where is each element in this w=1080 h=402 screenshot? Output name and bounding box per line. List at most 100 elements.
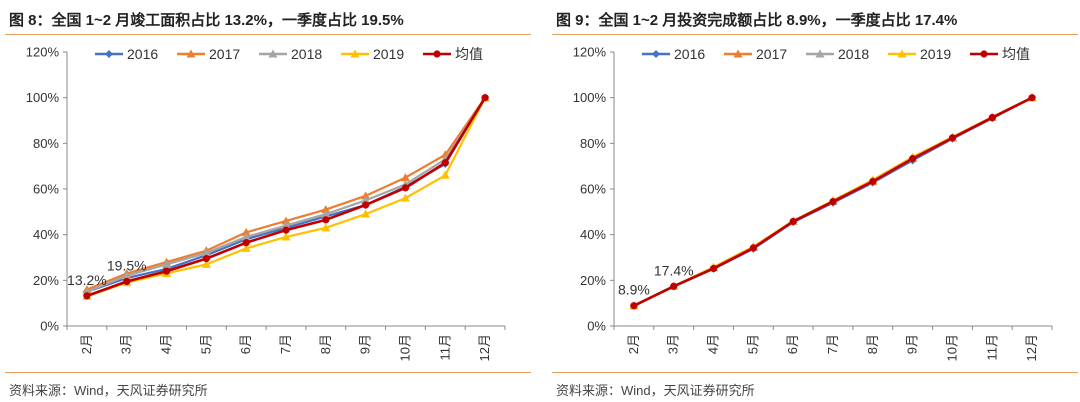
data-point xyxy=(201,259,211,268)
legend-label: 2017 xyxy=(209,46,240,62)
data-point xyxy=(241,232,251,241)
chart-panel-right: 图 9：全国 1~2 月投资完成额占比 8.9%，一季度占比 17.4% 0% 2… xyxy=(552,0,1080,402)
y-tick-label: 100% xyxy=(26,90,60,105)
x-tick-label: 6月 xyxy=(785,334,800,354)
legend-item: 2016 xyxy=(642,46,705,62)
line-chart-investment: 0% 20% 40% 60% 80% 100% 120% 2月 3月 4月 5月 6月 7月 8月 9月 10… xyxy=(573,45,1053,361)
data-point xyxy=(630,302,638,310)
legend-label: 2019 xyxy=(920,46,951,62)
source-note: 资料来源：Wind，天风证券研究所 xyxy=(9,383,208,398)
data-point xyxy=(362,201,370,209)
y-tick-label: 40% xyxy=(33,227,59,242)
data-point xyxy=(670,282,678,290)
data-point xyxy=(282,226,290,234)
x-tick-label: 2月 xyxy=(79,334,94,354)
legend-item: 2017 xyxy=(724,46,787,62)
data-point xyxy=(201,248,211,257)
data-point xyxy=(909,155,917,163)
x-tick-label: 3月 xyxy=(119,334,134,354)
legend-item: 2017 xyxy=(177,46,240,62)
legend-marker xyxy=(105,50,113,58)
legend-label: 2016 xyxy=(127,46,158,62)
x-tick-label: 6月 xyxy=(238,334,253,354)
legend-label: 均值 xyxy=(455,46,483,62)
data-point xyxy=(281,221,291,230)
data-point xyxy=(321,209,331,218)
legend-label: 2016 xyxy=(674,46,705,62)
data-point xyxy=(1028,94,1036,102)
legend: 2016 2017 2018 2019 均值 xyxy=(642,46,1030,62)
data-label: 8.9% xyxy=(618,282,650,298)
data-point xyxy=(749,244,757,252)
data-point xyxy=(321,205,331,214)
data-point xyxy=(441,159,449,167)
y-tick-label: 120% xyxy=(26,45,60,60)
legend-label: 2019 xyxy=(373,46,404,62)
x-tick-label: 4月 xyxy=(159,334,174,354)
legend-item: 均值 xyxy=(970,46,1030,62)
legend-marker xyxy=(733,49,743,58)
data-point xyxy=(869,177,877,186)
data-point xyxy=(321,223,331,232)
data-point xyxy=(401,184,410,192)
line-chart-completion: 0% 20% 40% 60% 80% 100% 120% 2月 3月 4月 5月 6月 7月 8月 9月 10… xyxy=(26,45,506,361)
data-point xyxy=(241,243,251,252)
x-tick-label: 11月 xyxy=(984,334,999,361)
y-tick-label: 20% xyxy=(580,273,606,288)
x-tick-label: 10月 xyxy=(397,334,412,361)
x-tick-label: 7月 xyxy=(825,334,840,354)
data-point xyxy=(123,277,131,286)
source-divider xyxy=(5,372,531,373)
chart-title: 图 9：全国 1~2 月投资完成额占比 8.9%，一季度占比 17.4% xyxy=(556,12,958,29)
legend-marker xyxy=(350,49,360,58)
y-tick-label: 60% xyxy=(580,182,606,197)
data-label: 17.4% xyxy=(654,262,694,278)
data-point xyxy=(361,195,371,204)
data-point xyxy=(400,193,410,202)
legend-label: 均值 xyxy=(1002,46,1030,62)
series-均值 xyxy=(630,94,1036,310)
data-point xyxy=(322,216,330,224)
data-point xyxy=(281,232,291,241)
series-均值 xyxy=(83,94,489,300)
y-tick-label: 40% xyxy=(580,227,606,242)
y-tick-label: 80% xyxy=(580,136,606,151)
legend-item: 均值 xyxy=(423,46,483,62)
series-line xyxy=(86,97,487,298)
legend-item: 2018 xyxy=(806,46,869,62)
y-tick-label: 20% xyxy=(33,273,59,288)
legend-marker xyxy=(186,49,196,58)
data-point xyxy=(400,173,410,182)
y-tick-label: 0% xyxy=(587,319,606,334)
data-point xyxy=(202,255,210,263)
x-tick-label: 3月 xyxy=(666,334,681,354)
legend-marker xyxy=(433,50,441,58)
chart-panel-left: 图 8：全国 1~2 月竣工面积占比 13.2%，一季度占比 19.5% 0% 2… xyxy=(5,0,533,402)
y-tick-label: 0% xyxy=(40,319,59,334)
data-point xyxy=(162,267,171,275)
source-note: 资料来源：Wind，天风证券研究所 xyxy=(556,383,755,398)
legend-marker xyxy=(268,49,278,58)
data-point xyxy=(829,197,837,206)
data-point xyxy=(83,292,91,300)
data-point xyxy=(948,134,957,142)
legend-label: 2017 xyxy=(756,46,787,62)
x-tick-label: 12月 xyxy=(1024,334,1039,361)
legend: 2016 2017 2018 2019 均值 xyxy=(95,46,483,62)
x-tick-label: 8月 xyxy=(865,334,880,354)
x-tick-label: 5月 xyxy=(745,334,760,354)
legend-item: 2019 xyxy=(888,46,951,62)
x-tick-label: 9月 xyxy=(905,334,920,354)
x-tick-label: 10月 xyxy=(944,334,959,361)
chart-title: 图 8：全国 1~2 月竣工面积占比 13.2%，一季度占比 19.5% xyxy=(9,12,404,29)
x-tick-label: 11月 xyxy=(437,334,452,361)
data-point xyxy=(281,216,291,225)
data-point xyxy=(242,239,250,247)
legend-marker xyxy=(897,49,907,58)
legend-marker xyxy=(652,50,660,58)
source-divider xyxy=(552,372,1078,373)
series-line xyxy=(86,96,487,298)
series-line xyxy=(86,97,487,293)
data-label: 13.2% xyxy=(67,272,107,288)
data-point xyxy=(481,94,489,102)
